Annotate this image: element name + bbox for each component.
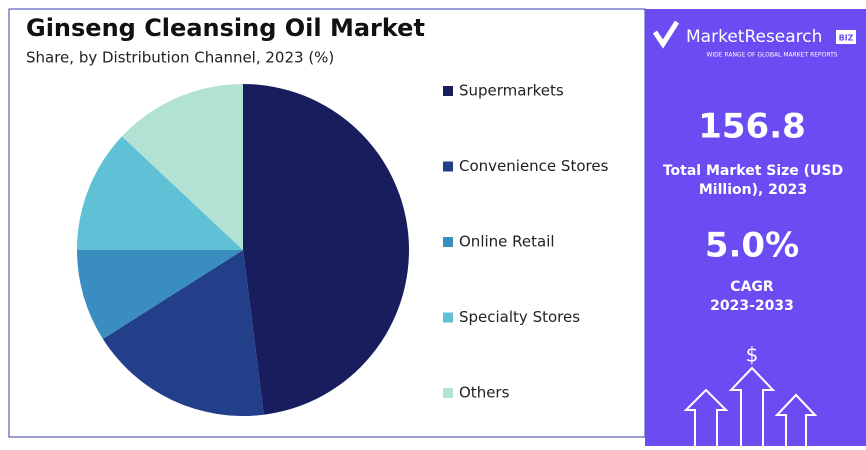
market-size: 156.8 bbox=[698, 107, 806, 147]
pie-slice bbox=[77, 250, 243, 339]
pie-slice bbox=[102, 250, 264, 416]
brand: MarketResearch bbox=[686, 27, 822, 47]
cagr: 5.0% bbox=[705, 226, 799, 266]
legend-label: Supermarkets bbox=[459, 82, 564, 100]
brand-badge: BIZ bbox=[839, 34, 854, 43]
chart-subtitle: Share, by Distribution Channel, 2023 (%) bbox=[26, 49, 334, 67]
side-panel bbox=[645, 9, 866, 446]
legend-swatch bbox=[443, 86, 453, 96]
market-size-label: Total Market Size (USD Million), 2023 bbox=[662, 163, 844, 198]
legend-label: Online Retail bbox=[459, 233, 555, 251]
icon-symbol: $ bbox=[746, 343, 759, 367]
market-size-label-box: Total Market Size (USD Million), 2023 bbox=[662, 163, 844, 198]
pie-slice bbox=[77, 136, 243, 250]
cagr-period: 2023-2033 bbox=[710, 298, 794, 314]
legend-swatch bbox=[443, 237, 453, 247]
legend-label: Convenience Stores bbox=[459, 157, 609, 175]
legend-swatch bbox=[443, 312, 453, 323]
tagline: WIDE RANGE OF GLOBAL MARKET REPORTS bbox=[706, 52, 837, 59]
chart-title: Ginseng Cleansing Oil Market bbox=[26, 14, 425, 42]
legend-swatch bbox=[443, 161, 453, 172]
legend-swatch bbox=[443, 388, 453, 398]
legend: Supermarkets Convenience Stores Online Ret… bbox=[443, 82, 609, 402]
brand-badge-box bbox=[836, 30, 856, 44]
growth-arrows bbox=[683, 366, 818, 446]
pie-slice bbox=[243, 84, 409, 415]
brand-logo bbox=[652, 20, 680, 49]
cagr-label: CAGR bbox=[730, 279, 774, 295]
pie-slice bbox=[121, 84, 243, 250]
legend-label: Others bbox=[459, 384, 510, 402]
pie bbox=[77, 84, 409, 416]
legend-label: Specialty Stores bbox=[459, 308, 580, 326]
